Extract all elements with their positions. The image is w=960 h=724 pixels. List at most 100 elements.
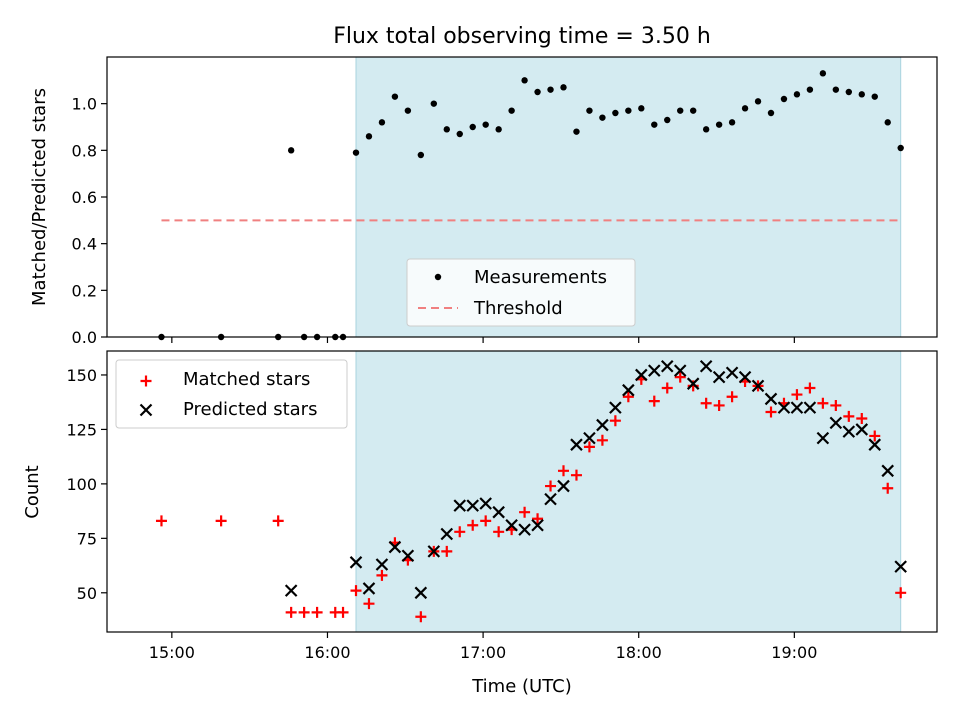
legend-marker-matched bbox=[140, 375, 152, 387]
predicted-star-point bbox=[466, 499, 479, 512]
measurement-point bbox=[754, 98, 762, 105]
measurement-point bbox=[897, 144, 904, 152]
measurement-point bbox=[534, 88, 541, 96]
legend-box bbox=[406, 258, 636, 327]
predicted-star-point bbox=[609, 401, 622, 414]
measurement-point bbox=[430, 100, 438, 107]
predicted-star-point bbox=[453, 499, 467, 512]
measurement-point bbox=[482, 121, 489, 128]
x-tick-label: 16:00 bbox=[304, 643, 350, 662]
predicted-star-point bbox=[557, 479, 570, 493]
predicted-star-point bbox=[427, 545, 441, 558]
measurement-point bbox=[677, 107, 684, 114]
measurement-point bbox=[884, 119, 891, 126]
predicted-star-point bbox=[388, 540, 402, 554]
matched-star-point bbox=[596, 434, 608, 446]
chart-title: Flux total observing time = 3.50 h bbox=[333, 24, 711, 49]
matched-star-point bbox=[830, 399, 842, 411]
matched-star-point bbox=[298, 606, 310, 618]
y-tick-label: 50 bbox=[77, 584, 97, 603]
measurement-point bbox=[352, 149, 360, 156]
measurement-point bbox=[547, 86, 554, 93]
y-tick-label: 0.6 bbox=[72, 188, 97, 207]
xlabel-bottom: Time (UTC) bbox=[471, 676, 572, 697]
predicted-star-point bbox=[816, 431, 830, 445]
predicted-star-point bbox=[842, 425, 856, 438]
predicted-star-point bbox=[349, 556, 363, 569]
matched-star-point bbox=[674, 371, 686, 383]
panel-top: 0.0 0.2 0.4 0.6 0.8 1.0 Measurements Threshold bbox=[72, 56, 938, 347]
measurement-point bbox=[780, 95, 788, 103]
matched-star-point bbox=[376, 569, 388, 581]
legend-box bbox=[115, 359, 348, 429]
predicted-star-point bbox=[570, 438, 583, 451]
measurement-point bbox=[819, 70, 827, 77]
predicted-star-point bbox=[699, 359, 713, 373]
predicted-star-point bbox=[440, 527, 454, 541]
matched-star-point bbox=[843, 410, 855, 422]
predicted-star-point bbox=[544, 492, 557, 506]
predicted-star-point bbox=[790, 401, 804, 414]
legend-label-measurements: Measurements bbox=[474, 267, 607, 288]
measurement-point bbox=[767, 109, 775, 117]
predicted-star-point bbox=[414, 586, 428, 600]
measurement-point bbox=[625, 107, 632, 114]
y-tick-label: 0.8 bbox=[72, 141, 97, 160]
predicted-star-point bbox=[855, 423, 869, 436]
matched-star-point bbox=[215, 515, 227, 527]
measurement-point bbox=[508, 107, 515, 114]
panel-bottom: 50 75 100 125 150 15:00 16:00 17:00 18:00 19:00 Ma… bbox=[66, 350, 938, 662]
measurement-point bbox=[469, 123, 476, 131]
matched-star-point bbox=[311, 606, 323, 618]
measurement-point bbox=[495, 126, 502, 133]
matched-star-point bbox=[804, 382, 816, 394]
measurement-point bbox=[832, 86, 840, 93]
matched-star-point bbox=[480, 515, 492, 527]
measurement-point bbox=[573, 128, 580, 135]
legend-label-predicted: Predicted stars bbox=[183, 399, 317, 420]
ylabel-bottom: Count bbox=[22, 465, 43, 518]
predicted-star-point bbox=[738, 370, 752, 384]
predicted-star-point bbox=[531, 518, 544, 532]
predicted-star-point bbox=[660, 359, 674, 373]
matched-star-point bbox=[648, 395, 660, 407]
measurement-point bbox=[793, 91, 801, 98]
predicted-star-point bbox=[673, 364, 687, 377]
legend-bottom: Matched stars Predicted stars bbox=[115, 359, 348, 429]
measurement-point bbox=[728, 119, 736, 126]
predicted-star-point bbox=[803, 401, 817, 414]
measurement-point bbox=[521, 77, 528, 84]
matched-star-point bbox=[726, 391, 738, 403]
measurement-point bbox=[391, 93, 399, 100]
predicted-star-point bbox=[894, 560, 907, 573]
matched-star-point bbox=[622, 391, 634, 403]
predicted-star-point bbox=[375, 558, 389, 571]
measurement-point bbox=[404, 107, 412, 114]
predicted-star-point bbox=[596, 418, 609, 432]
measurement-point bbox=[741, 105, 749, 112]
matched-star-point bbox=[454, 526, 466, 538]
predicted-star-point bbox=[505, 518, 518, 532]
x-tick-label: 19:00 bbox=[771, 643, 817, 662]
predicted-star-point bbox=[622, 383, 635, 397]
y-tick-label: 0.2 bbox=[72, 281, 97, 300]
predicted-star-point bbox=[764, 392, 778, 406]
legend-top: Measurements Threshold bbox=[406, 258, 636, 327]
predicted-star-point bbox=[881, 464, 894, 478]
matched-star-point bbox=[661, 382, 673, 394]
ylabel-top: Matched/Predicted stars bbox=[29, 88, 50, 306]
predicted-star-point bbox=[751, 379, 765, 393]
predicted-star-point bbox=[492, 505, 505, 519]
matched-star-point bbox=[155, 515, 167, 527]
matched-star-point bbox=[558, 465, 569, 477]
predicted-star-point bbox=[583, 431, 596, 445]
axes-frame bbox=[106, 350, 938, 633]
measurement-point bbox=[871, 93, 878, 100]
predicted-star-point bbox=[401, 549, 415, 563]
measurement-point bbox=[651, 121, 658, 128]
matched-star-point bbox=[467, 519, 479, 531]
matched-star-point bbox=[272, 515, 284, 527]
matched-star-point bbox=[337, 606, 349, 618]
predicted-star-point bbox=[635, 368, 648, 382]
